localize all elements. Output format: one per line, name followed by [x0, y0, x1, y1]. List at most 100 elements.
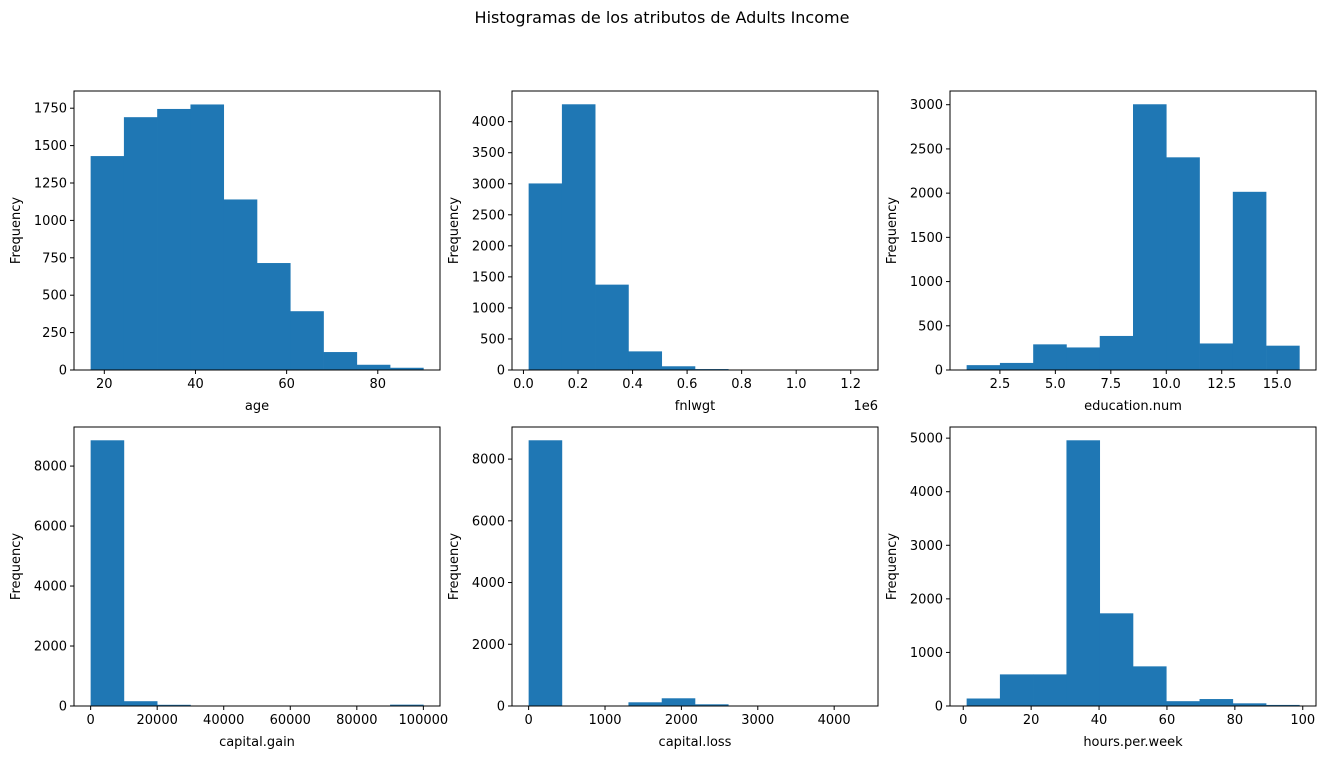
x-tick-label: 15.0	[1263, 377, 1292, 392]
histogram-panel-capital-gain: 0 20000 40000 60000 80000 100000 0 2000 4000 6000…	[9, 426, 448, 750]
histogram-bar	[1133, 666, 1167, 706]
y-tick-label: 250	[42, 326, 67, 341]
y-tick-label: 6000	[472, 514, 505, 529]
x-tick-label: 1.0	[786, 377, 807, 392]
histogram-bar	[1199, 343, 1234, 370]
histogram-bar	[123, 701, 158, 706]
x-tick-label: 40	[1091, 713, 1108, 728]
histogram-bar	[157, 704, 191, 706]
x-tick-label: 0.4	[622, 377, 643, 392]
histogram-bar	[966, 365, 1001, 370]
histogram-bar	[1166, 701, 1200, 706]
y-tick-label: 2000	[910, 187, 943, 202]
histogram-bar	[90, 440, 125, 706]
y-tick-label: 1000	[34, 214, 67, 229]
x-tick-label: 7.5	[1100, 377, 1121, 392]
y-axis-label: Frequency	[885, 197, 900, 264]
y-axis-label: Frequency	[447, 533, 462, 600]
x-tick-label: 1.2	[840, 377, 861, 392]
y-tick-label: 2500	[910, 142, 943, 157]
axes-frame	[73, 426, 441, 707]
y-tick-label: 750	[42, 251, 67, 266]
x-tick-label: 80000	[336, 713, 377, 728]
x-tick-label: 0	[959, 713, 967, 728]
x-tick-label: 2.5	[990, 377, 1011, 392]
y-tick-label: 500	[42, 289, 67, 304]
y-tick-label: 3000	[910, 98, 943, 113]
x-axis-label: capital.loss	[659, 735, 732, 750]
axis-offset-label: 1e6	[853, 399, 878, 414]
y-tick-label: 1500	[472, 270, 505, 285]
histogram-bar	[90, 156, 125, 370]
histogram-bar	[999, 674, 1034, 706]
y-tick-label: 2000	[472, 239, 505, 254]
histogram-bar	[1266, 704, 1300, 706]
histogram-panel-age: 20 40 60 80 0 250 500 750 1000 1250 1500 1750 age Fre…	[9, 90, 441, 414]
histogram-bar	[223, 199, 258, 370]
histogram-bar	[628, 702, 663, 706]
x-tick-label: 12.5	[1207, 377, 1236, 392]
histogram-bar	[123, 117, 158, 370]
histogram-bar	[1166, 157, 1200, 370]
x-tick-label: 40000	[203, 713, 244, 728]
y-tick-label: 1000	[910, 646, 943, 661]
histogram-bar	[390, 367, 424, 370]
y-tick-label: 1250	[34, 177, 67, 192]
histogram-bar	[1232, 191, 1267, 370]
histogram-panel-hours-per-week: 0 20 40 60 80 100010002000300040005000hours.p…	[885, 426, 1317, 750]
x-tick-label: 3000	[741, 713, 774, 728]
x-tick-label: 2000	[665, 713, 698, 728]
x-axis-label: fnlwgt	[675, 399, 715, 414]
y-axis-label: Frequency	[885, 533, 900, 600]
y-tick-label: 6000	[34, 520, 67, 535]
x-tick-label: 0.2	[568, 377, 589, 392]
histogram-bar	[561, 104, 596, 371]
x-tick-label: 80	[370, 377, 387, 392]
x-tick-label: 20	[96, 377, 113, 392]
histogram-bar	[356, 364, 391, 370]
y-tick-label: 4000	[472, 576, 505, 591]
x-tick-label: 0.0	[513, 377, 534, 392]
y-tick-label: 3000	[472, 177, 505, 192]
y-tick-label: 0	[935, 700, 943, 715]
y-tick-label: 4000	[910, 485, 943, 500]
histogram-bar	[1133, 104, 1167, 371]
x-axis-label: hours.per.week	[1083, 735, 1183, 750]
y-tick-label: 1500	[34, 139, 67, 154]
x-tick-label: 40	[187, 377, 204, 392]
y-tick-label: 2500	[472, 208, 505, 223]
histogram-bar	[695, 704, 729, 706]
x-tick-label: 1000	[588, 713, 621, 728]
histogram-bar	[390, 704, 424, 706]
histogram-bar	[966, 698, 1001, 706]
axes-frame	[511, 426, 879, 707]
x-tick-label: 60000	[270, 713, 311, 728]
x-tick-label: 60	[278, 377, 295, 392]
y-tick-label: 500	[918, 319, 943, 334]
y-tick-label: 1000	[910, 275, 943, 290]
y-tick-label: 1750	[34, 102, 67, 117]
histogram-bar	[999, 362, 1034, 370]
y-tick-label: 2000	[472, 638, 505, 653]
histogram-bar	[1066, 440, 1101, 706]
x-tick-label: 80	[1227, 713, 1244, 728]
x-tick-label: 0	[86, 713, 94, 728]
histogram-panel-fnlwgt: 0.0 0.2 0.4 0.6 0.8 1.0 1.2 0 500 1000 1500 2000 250…	[447, 90, 879, 414]
histogram-bar	[1199, 699, 1234, 706]
x-axis-label: capital.gain	[219, 735, 295, 750]
histogram-bar	[157, 108, 191, 370]
y-axis-label: Frequency	[447, 197, 462, 264]
x-tick-label: 5.0	[1045, 377, 1066, 392]
y-tick-label: 5000	[910, 432, 943, 447]
x-tick-label: 100	[1290, 713, 1315, 728]
y-tick-label: 0	[497, 364, 505, 379]
histogram-bar	[1099, 613, 1134, 706]
axes-frame	[949, 90, 1317, 371]
y-tick-label: 0	[59, 364, 67, 379]
y-tick-label: 8000	[472, 453, 505, 468]
y-tick-label: 0	[935, 364, 943, 379]
histogram-bar	[1033, 344, 1067, 370]
y-tick-label: 2000	[910, 592, 943, 607]
histogram-bar	[1266, 345, 1300, 370]
